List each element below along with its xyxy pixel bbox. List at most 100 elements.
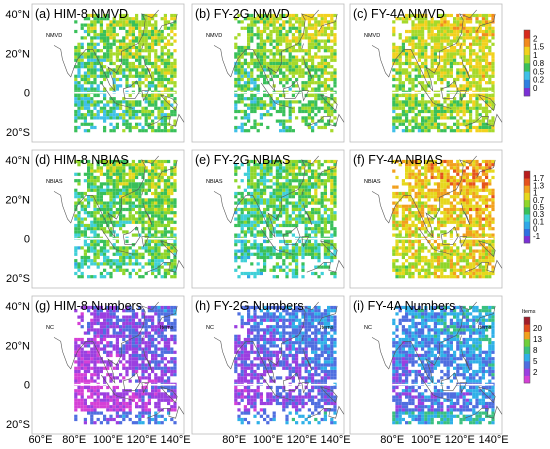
- data-cell: [131, 55, 135, 59]
- data-cell: [456, 119, 460, 123]
- data-cell: [424, 20, 428, 24]
- data-cell: [307, 17, 311, 21]
- data-cell: [437, 65, 441, 69]
- data-cell: [125, 113, 129, 117]
- data-cell: [430, 252, 434, 256]
- data-cell: [269, 159, 273, 164]
- data-cell: [424, 179, 428, 183]
- data-cell: [311, 227, 315, 231]
- data-cell: [87, 227, 91, 231]
- data-cell: [446, 175, 450, 180]
- data-cell: [119, 201, 123, 205]
- data-cell: [87, 195, 91, 199]
- data-cell: [323, 262, 327, 266]
- data-cell: [115, 252, 119, 256]
- data-cell: [320, 45, 324, 50]
- data-cell: [291, 55, 295, 59]
- data-cell: [333, 52, 337, 56]
- data-cell: [128, 39, 132, 43]
- data-cell: [475, 87, 479, 91]
- data-cell: [160, 106, 164, 110]
- data-cell: [411, 119, 415, 123]
- data-cell: [109, 207, 113, 212]
- data-cell: [250, 87, 254, 91]
- data-cell: [291, 175, 295, 180]
- data-cell: [323, 26, 327, 30]
- data-cell: [472, 26, 476, 30]
- data-cell: [87, 246, 91, 250]
- data-cell: [453, 252, 457, 256]
- data-cell: [333, 172, 337, 176]
- data-cell: [115, 195, 119, 199]
- data-cell: [122, 262, 126, 266]
- data-cell: [288, 29, 292, 34]
- coastline: [459, 90, 467, 102]
- data-cell: [456, 172, 460, 176]
- data-cell: [291, 207, 295, 212]
- data-cell: [131, 33, 135, 37]
- data-cell: [119, 163, 123, 167]
- data-cell: [243, 252, 247, 256]
- data-cell: [247, 201, 251, 205]
- data-cell: [395, 233, 399, 237]
- data-cell: [157, 172, 161, 176]
- data-cell: [157, 185, 161, 189]
- data-cell: [240, 20, 244, 24]
- data-cell: [90, 81, 94, 85]
- data-cell: [424, 230, 428, 234]
- data-cell: [115, 201, 119, 205]
- data-cell: [112, 201, 116, 205]
- data-cell: [437, 74, 441, 78]
- data-cell: [250, 169, 254, 173]
- data-cell: [491, 169, 495, 173]
- data-cell: [269, 33, 273, 37]
- data-cell: [157, 246, 161, 250]
- data-cell: [106, 55, 110, 59]
- data-cell: [465, 45, 469, 50]
- data-cell: [128, 207, 132, 212]
- data-cell: [259, 252, 263, 256]
- data-cell: [240, 179, 244, 183]
- data-cell: [74, 262, 78, 266]
- data-cell: [167, 61, 171, 66]
- data-cell: [453, 109, 457, 114]
- data-cell: [291, 275, 295, 279]
- data-cell: [237, 185, 241, 189]
- data-cell: [247, 179, 251, 183]
- data-cell: [462, 84, 466, 88]
- data-cell: [256, 74, 260, 78]
- data-cell: [421, 179, 425, 183]
- data-cell: [398, 163, 402, 167]
- coastline: [301, 236, 309, 248]
- data-cell: [443, 125, 447, 130]
- data-cell: [282, 119, 286, 123]
- data-cell: [240, 55, 244, 59]
- data-cell: [74, 65, 78, 69]
- data-cell: [424, 163, 428, 167]
- data-cell: [433, 58, 437, 62]
- data-cell: [456, 262, 460, 266]
- data-cell: [491, 97, 495, 101]
- data-cell: [478, 77, 482, 82]
- data-cell: [440, 68, 444, 72]
- data-cell: [330, 58, 334, 62]
- data-cell: [417, 201, 421, 205]
- data-cell: [99, 220, 103, 224]
- data-cell: [462, 55, 466, 59]
- data-cell: [323, 61, 327, 66]
- data-cell: [469, 159, 473, 164]
- data-cell: [311, 125, 315, 130]
- data-cell: [160, 220, 164, 224]
- data-cell: [269, 169, 273, 173]
- data-cell: [285, 33, 289, 37]
- data-cell: [478, 227, 482, 231]
- data-cell: [462, 129, 466, 133]
- data-cell: [250, 207, 254, 212]
- data-cell: [491, 119, 495, 123]
- data-cell: [259, 100, 263, 104]
- data-cell: [405, 125, 409, 130]
- data-cell: [398, 100, 402, 104]
- data-cell: [330, 109, 334, 114]
- data-cell: [112, 52, 116, 56]
- data-cell: [327, 243, 331, 247]
